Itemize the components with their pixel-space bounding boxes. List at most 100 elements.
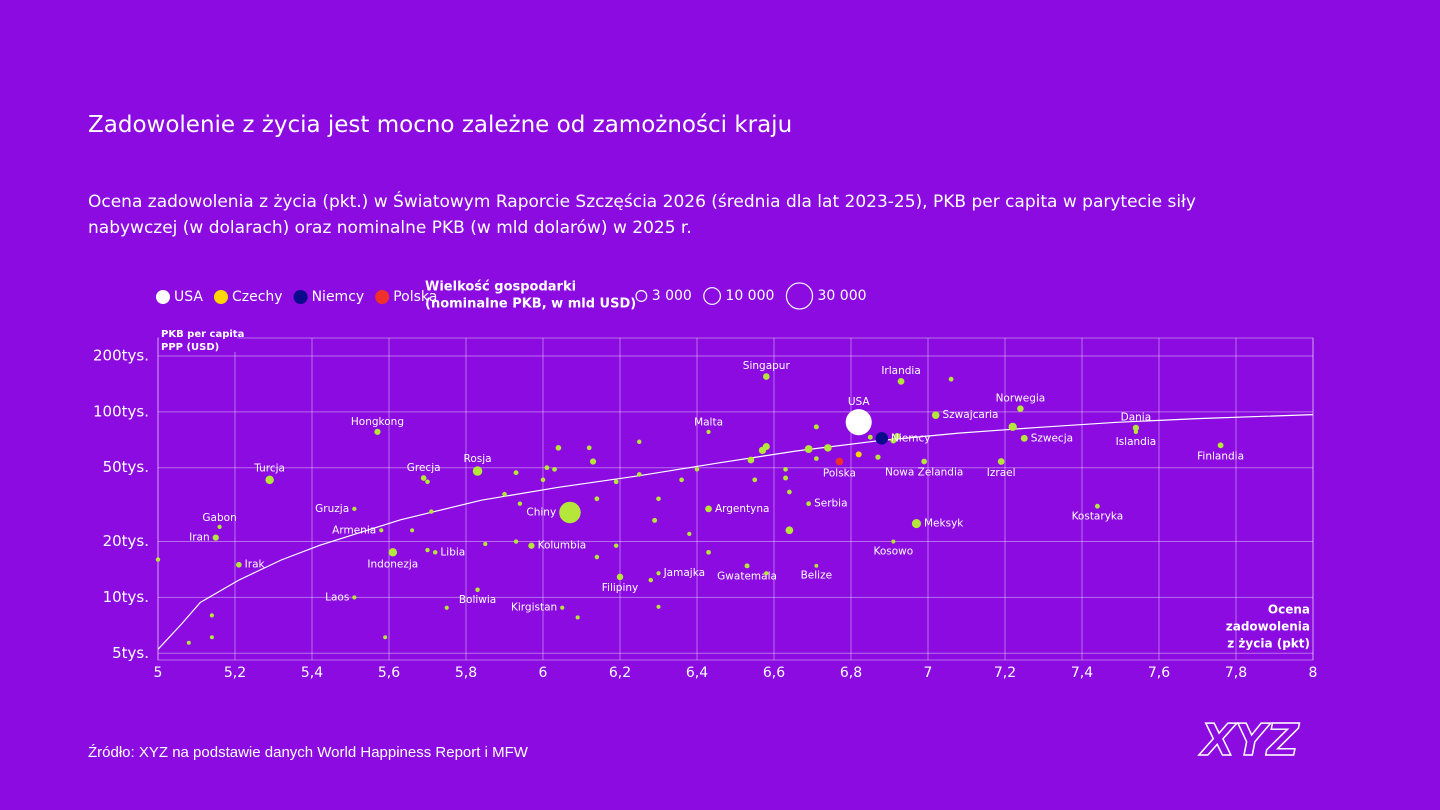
point-label: Turcja — [253, 463, 285, 475]
point — [931, 411, 940, 419]
point-label: Grecja — [407, 462, 441, 474]
point — [429, 509, 434, 514]
x-tick-label: 8 — [1309, 665, 1318, 681]
point — [540, 477, 546, 483]
y-tick-label: 100tys. — [93, 402, 149, 420]
point — [813, 424, 819, 430]
x-axis-label: z życia (pkt) — [1227, 637, 1310, 651]
x-tick-label: 7,6 — [1148, 665, 1170, 681]
point — [921, 458, 927, 465]
point — [410, 528, 415, 533]
point — [586, 445, 592, 451]
point — [575, 615, 580, 620]
point — [186, 640, 191, 645]
size-legend-marker — [785, 282, 814, 310]
legend-marker — [375, 290, 390, 304]
point — [528, 542, 535, 549]
point — [785, 526, 794, 535]
point — [911, 519, 922, 529]
point — [706, 429, 711, 434]
point — [845, 409, 872, 436]
y-tick-label: 10tys. — [103, 588, 149, 606]
point — [747, 456, 755, 464]
point-label: Polska — [823, 467, 856, 479]
point — [265, 475, 274, 485]
point — [483, 541, 488, 547]
size-legend-title: (nominalne PKB, w mld USD) — [425, 297, 636, 312]
point — [425, 479, 430, 485]
x-tick-label: 6,4 — [686, 665, 708, 681]
size-legend-label: 10 000 — [725, 288, 774, 304]
point-label: Libia — [440, 546, 465, 558]
x-tick-label: 6,8 — [840, 665, 862, 681]
point — [1017, 405, 1024, 412]
point — [806, 501, 812, 507]
point-label: Belize — [801, 570, 832, 582]
point-label: Dania — [1121, 412, 1152, 424]
point — [894, 433, 901, 440]
y-tick-label: 20tys. — [103, 532, 149, 550]
point-label: Gwatemala — [717, 570, 777, 582]
point-label: Argentyna — [715, 503, 770, 515]
point-label: Serbia — [814, 498, 847, 510]
x-tick-label: 5,8 — [455, 665, 477, 681]
point — [217, 524, 222, 529]
point — [352, 595, 357, 600]
point-label: Izrael — [987, 467, 1016, 479]
title: Zadowolenie z życia jest mocno zależne o… — [88, 112, 793, 138]
point-label: Niemcy — [891, 432, 930, 444]
point-label: Irak — [245, 559, 266, 571]
point-label: Iran — [189, 532, 210, 544]
x-tick-label: 7,2 — [994, 665, 1016, 681]
point — [209, 613, 214, 618]
point — [705, 505, 712, 513]
point-label: Szwajcaria — [943, 409, 999, 421]
x-axis-label: Ocena — [1268, 603, 1310, 617]
source: Źródło: XYZ na podstawie danych World Ha… — [88, 744, 528, 761]
point-label: USA — [848, 396, 871, 408]
point — [890, 437, 897, 444]
point — [432, 550, 438, 555]
point — [875, 432, 889, 445]
point-label: Rosja — [464, 453, 492, 465]
legend-marker — [156, 290, 170, 304]
point — [835, 457, 844, 466]
x-tick-label: 7,8 — [1225, 665, 1247, 681]
point — [352, 506, 357, 512]
point-label: Gruzja — [315, 503, 349, 515]
point — [656, 571, 661, 576]
point-label: Filipiny — [602, 582, 638, 594]
plot-frame — [157, 337, 1314, 661]
point — [444, 605, 449, 610]
point — [636, 472, 642, 477]
y-tick-label: 5tys. — [112, 644, 149, 662]
point — [502, 491, 507, 497]
point — [694, 467, 700, 472]
point — [637, 439, 642, 444]
point — [513, 539, 519, 544]
point — [891, 539, 896, 544]
legend-marker — [213, 290, 228, 304]
point-label: Kolumbia — [538, 540, 587, 552]
point — [752, 477, 758, 483]
point — [656, 604, 661, 609]
point-label: Laos — [325, 591, 349, 603]
point — [744, 563, 750, 569]
point-label: Indonezja — [367, 559, 418, 571]
point — [388, 548, 398, 557]
point — [679, 477, 684, 483]
point — [824, 444, 832, 452]
trend-line — [157, 414, 1314, 650]
point-label: Boliwia — [459, 594, 496, 606]
point — [1132, 424, 1140, 431]
subtitle: Ocena zadowolenia z życia (pkt.) w Świat… — [88, 192, 1196, 238]
point — [236, 561, 242, 568]
point-label: Singapur — [743, 360, 791, 372]
point — [656, 496, 661, 502]
legend-label: Niemcy — [312, 289, 365, 305]
point — [513, 470, 519, 476]
point — [613, 479, 619, 485]
point — [425, 547, 430, 553]
point-label: Kirgistan — [511, 602, 557, 614]
point — [814, 456, 819, 461]
